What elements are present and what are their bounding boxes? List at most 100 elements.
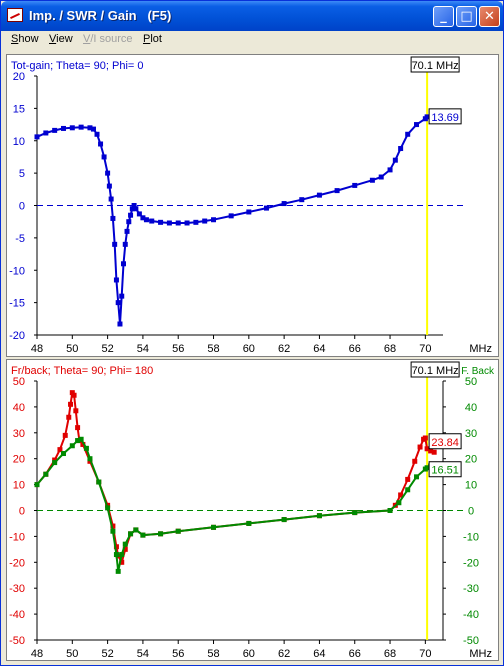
- data-point: [387, 508, 393, 513]
- data-point: [119, 552, 125, 558]
- data-point: [119, 559, 125, 565]
- right-y-tick-label: 20: [465, 454, 477, 466]
- data-point: [122, 241, 128, 247]
- data-point: [140, 215, 146, 221]
- data-point: [396, 500, 402, 506]
- right-y-tick-label: 40: [465, 402, 477, 414]
- series-line-0: [36, 112, 435, 325]
- y-tick-label: -50: [9, 635, 25, 647]
- y-tick-label: 20: [13, 454, 25, 466]
- menu-plot[interactable]: Plot: [143, 33, 162, 45]
- y-tick-label: 5: [19, 168, 25, 180]
- menu-show[interactable]: Show: [11, 33, 39, 45]
- right-y-tick-label: 50: [465, 376, 477, 388]
- x-tick-label: 52: [101, 343, 113, 355]
- data-point: [43, 471, 49, 477]
- data-point: [424, 114, 430, 120]
- x-tick-label: 60: [243, 648, 255, 660]
- data-point: [87, 456, 93, 462]
- data-point: [129, 206, 135, 212]
- data-point: [108, 196, 114, 202]
- cursor-label-box: [410, 361, 460, 378]
- gain-chart-panel: Tot-gain; Theta= 90; Phi= 0 20 15 10 5 0 -5 -10…: [6, 54, 499, 357]
- x-tick-label: 56: [172, 648, 184, 660]
- data-point: [211, 217, 217, 223]
- data-point: [424, 446, 430, 452]
- y-tick-label: 0: [19, 201, 25, 213]
- data-point: [128, 212, 134, 218]
- data-point: [69, 390, 75, 396]
- data-point: [57, 447, 63, 453]
- y-tick-label: 10: [13, 480, 25, 492]
- gain-chart[interactable]: Tot-gain; Theta= 90; Phi= 020151050-5-10…: [7, 55, 498, 356]
- x-tick-label: 50: [66, 343, 78, 355]
- x-tick-label: 60: [243, 343, 255, 355]
- data-point: [113, 544, 119, 550]
- data-point: [398, 492, 404, 498]
- data-point: [175, 220, 181, 226]
- data-point: [75, 438, 81, 444]
- x-axis-unit: MHz: [469, 343, 492, 355]
- x-tick-label: 62: [278, 648, 290, 660]
- y-tick-label: -30: [9, 583, 25, 595]
- data-point: [417, 444, 423, 450]
- data-point: [98, 141, 104, 147]
- value-label: 23.84: [431, 437, 459, 449]
- data-point: [60, 125, 66, 131]
- data-point: [405, 487, 411, 493]
- data-point: [316, 513, 322, 519]
- x-tick-label: 48: [31, 343, 43, 355]
- value-label-box: [428, 461, 462, 478]
- data-point: [66, 414, 72, 420]
- data-point: [128, 531, 134, 537]
- data-point: [96, 479, 102, 485]
- data-point: [158, 531, 164, 537]
- minimize-button[interactable]: _: [433, 6, 454, 27]
- data-point: [193, 219, 199, 225]
- y-tick-label: -5: [15, 233, 25, 245]
- data-point: [52, 460, 58, 466]
- data-point: [334, 188, 340, 194]
- close-button[interactable]: ✕: [479, 6, 500, 27]
- data-point: [101, 154, 107, 160]
- y-tick-label: 15: [13, 103, 25, 115]
- right-y-tick-label: 30: [465, 428, 477, 440]
- y-tick-label: -10: [9, 531, 25, 543]
- y-tick-label: 50: [13, 376, 25, 388]
- data-point: [246, 209, 252, 215]
- data-point: [115, 568, 121, 574]
- x-tick-label: 68: [384, 343, 396, 355]
- cursor-label-box: [410, 56, 460, 73]
- x-tick-label: 48: [31, 648, 43, 660]
- data-point: [405, 476, 411, 482]
- data-point: [78, 124, 84, 130]
- data-point: [83, 445, 89, 451]
- title-bar[interactable]: Imp. / SWR / Gain (F5) _ □ ✕: [1, 1, 503, 31]
- y-tick-label: 40: [13, 402, 25, 414]
- data-point: [412, 458, 418, 464]
- menu-vi-source: V/I source: [83, 33, 133, 45]
- menu-view[interactable]: View: [49, 33, 73, 45]
- data-point: [414, 474, 420, 480]
- data-point: [106, 183, 112, 189]
- data-point: [80, 441, 86, 447]
- y-tick-label: 10: [13, 136, 25, 148]
- data-point: [105, 170, 111, 176]
- data-point: [158, 219, 164, 225]
- maximize-button[interactable]: □: [456, 6, 477, 27]
- data-point: [136, 211, 142, 217]
- data-point: [422, 435, 428, 441]
- frback-chart[interactable]: Fr/back; Theta= 90; Phi= 18050403020100-…: [7, 360, 498, 660]
- data-point: [424, 465, 430, 471]
- data-point: [94, 131, 100, 137]
- x-tick-label: 66: [349, 343, 361, 355]
- y-tick-label: 20: [13, 71, 25, 83]
- data-point: [69, 443, 75, 449]
- data-point: [126, 219, 132, 225]
- x-tick-label: 52: [101, 648, 113, 660]
- y-tick-label: -10: [9, 265, 25, 277]
- data-point: [378, 174, 384, 180]
- data-point: [387, 167, 393, 173]
- series-line-1: [36, 438, 435, 572]
